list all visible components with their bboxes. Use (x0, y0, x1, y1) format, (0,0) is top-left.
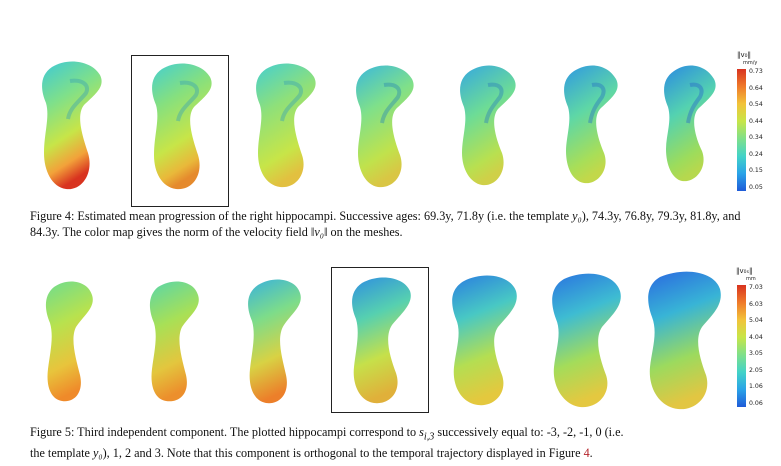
colorbar-tick-label: 0.73 (749, 68, 763, 75)
colorbar-tick-label: 4.04 (749, 333, 763, 341)
figure-4-caption: Figure 4: Estimated mean progression of … (30, 209, 741, 239)
colorbar (737, 285, 746, 407)
colorbar-tick-label: 1.06 (749, 383, 763, 391)
hippocampus-mesh-7 (648, 271, 721, 410)
colorbar-tick-label: 5.04 (749, 317, 763, 325)
hippocampus-mesh-6 (552, 273, 621, 408)
colorbar-tick-label: 6.03 (749, 300, 763, 308)
figure-4-link[interactable]: 4 (583, 446, 590, 461)
colorbar-tick-label: 0.05 (749, 184, 763, 191)
colorbar (737, 69, 746, 191)
colorbar-tick-label: 0.06 (749, 400, 763, 407)
hippocampus-mesh-3 (248, 279, 301, 404)
hippocampus-mesh-4 (356, 65, 414, 188)
colorbar-title: ‖v₀ₛ‖ (736, 267, 753, 275)
colorbar-tick-label: 0.54 (749, 101, 763, 109)
colorbar-tick-label: 2.05 (749, 366, 763, 374)
hippocampus-mesh-5 (460, 65, 516, 186)
colorbar-unit: mm/y (743, 60, 758, 66)
colorbar-tick-label: 0.64 (749, 84, 763, 92)
hippocampus-mesh-2 (152, 63, 212, 190)
hippocampus-mesh-4 (352, 277, 411, 404)
figure-5-caption: Figure 5: Third independent component. T… (30, 425, 624, 461)
colorbar-tick-label: 0.44 (749, 117, 763, 125)
hippocampus-mesh-3 (256, 63, 316, 188)
hippocampus-mesh-2 (149, 281, 199, 402)
hippocampus-mesh-1 (42, 61, 102, 190)
hippocampus-mesh-6 (564, 65, 618, 184)
figure-5-panel: ‖v₀ₛ‖ mm 7.03 6.03 5.04 4.04 3.05 2.05 1.06 0.0… (0, 263, 781, 413)
template-highlight-frame (331, 267, 429, 413)
colorbar-tick-label: 0.24 (749, 150, 763, 158)
figure-4-panel: ‖v₀‖ mm/y 0.73 0.64 0.54 0.44 0.34 0.24 0.15 0.… (0, 45, 781, 207)
colorbar-tick-label: 0.34 (749, 134, 763, 142)
colorbar-tick-label: 0.15 (749, 167, 763, 175)
hippocampus-mesh-5 (452, 275, 517, 406)
hippocampus-mesh-7 (664, 65, 716, 182)
colorbar-tick-label: 3.05 (749, 350, 763, 358)
template-highlight-frame (131, 55, 229, 207)
colorbar-title: ‖v₀‖ (737, 51, 751, 59)
hippocampus-mesh-1 (45, 281, 93, 402)
colorbar-unit: mm (746, 276, 756, 282)
colorbar-tick-label: 7.03 (749, 284, 763, 291)
